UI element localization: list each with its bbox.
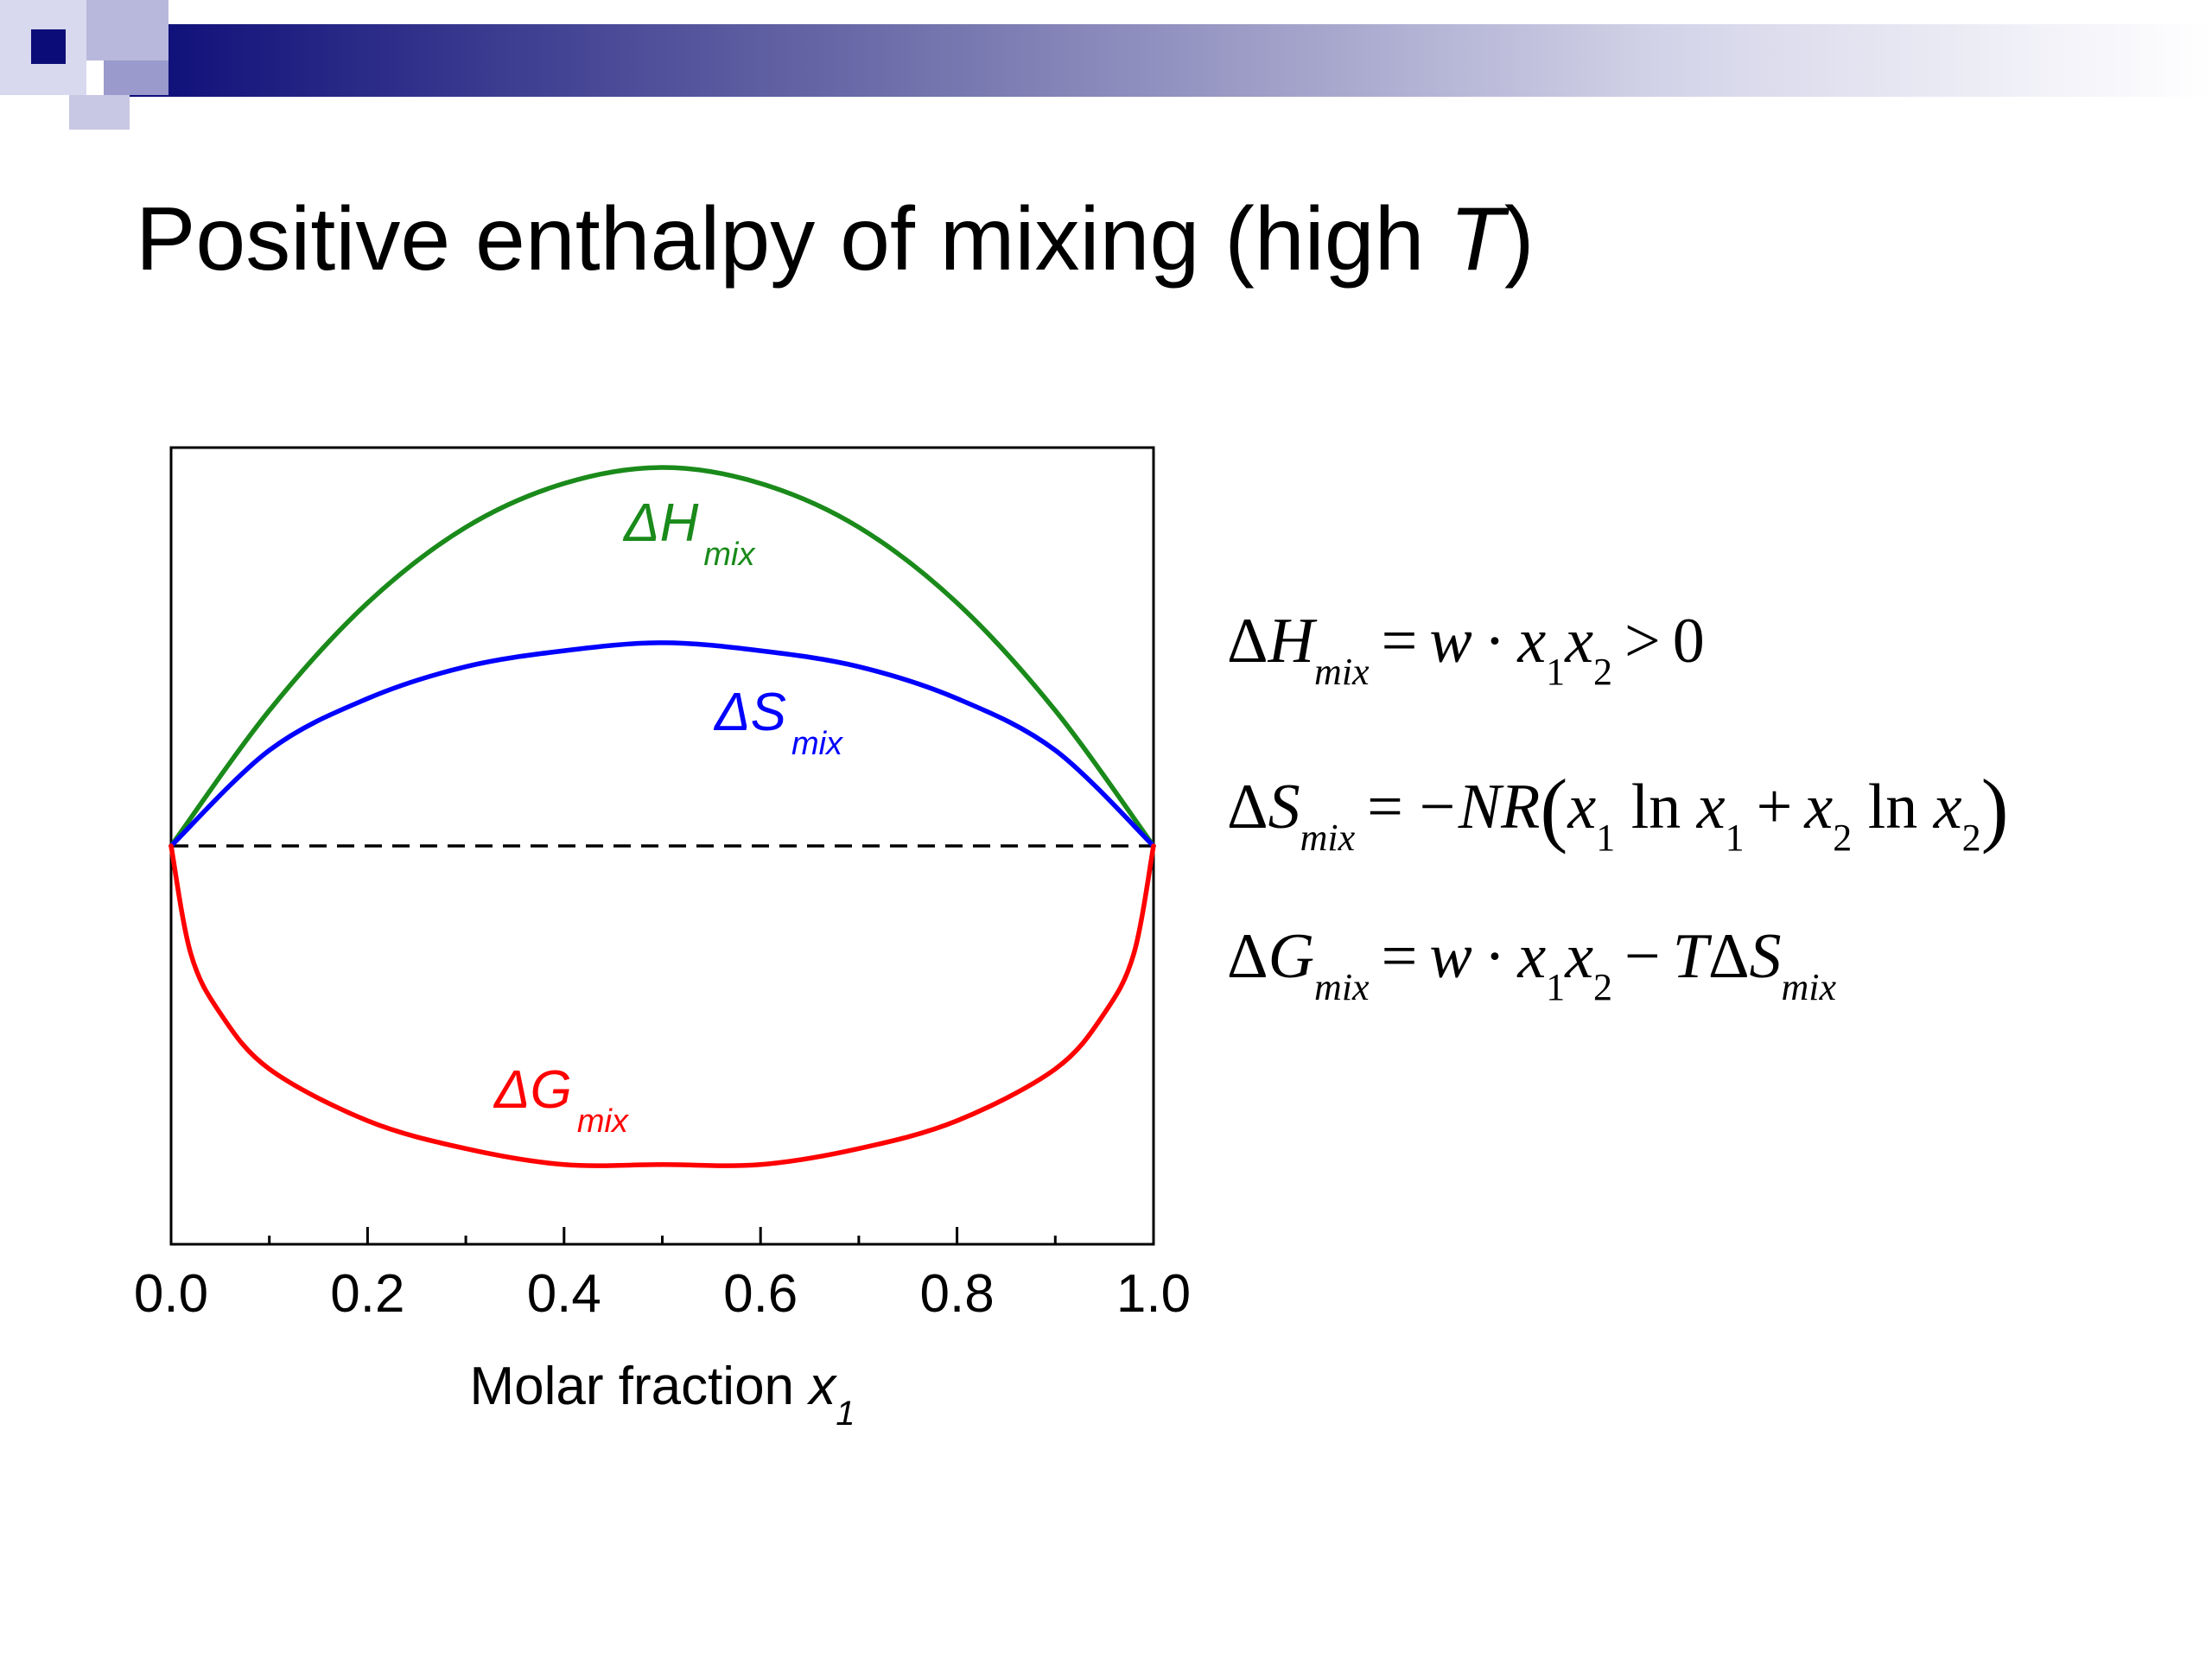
axes: 0.0 0.2 0.4 0.6 0.8 1.0 Molar fraction x1 — [134, 446, 1191, 1433]
labels: ΔHmix ΔSmix ΔGmix — [493, 493, 844, 1140]
label-gibbs: ΔGmix — [493, 1060, 630, 1140]
x-axis-label: Molar fraction x1 — [469, 1357, 855, 1433]
label-enthalpy: ΔHmix — [622, 493, 756, 573]
equation-entropy: ΔSmix = −NR(x1 ln x1 + x2 ln x2) — [1227, 762, 2009, 859]
label-entropy: ΔSmix — [713, 683, 844, 762]
x-tick-label: 0.8 — [919, 1264, 994, 1324]
x-tick-label: 0.2 — [330, 1264, 404, 1324]
header-square — [31, 29, 66, 64]
x-tick-label: 0.0 — [134, 1264, 208, 1324]
series-entropy-curve — [168, 640, 1156, 849]
header-square — [86, 0, 168, 60]
series-enthalpy-curve — [168, 465, 1156, 849]
series-gibbs-curve — [168, 843, 1156, 1168]
header-square — [69, 95, 130, 130]
header-square — [104, 60, 168, 95]
slide-title: Positive enthalpy of mixing (high T) — [136, 189, 1535, 289]
equation-gibbs: ΔGmix = w · x1x2− TΔSmix — [1227, 921, 1837, 1008]
header-band — [0, 0, 2212, 130]
series-layer — [168, 465, 1156, 1168]
equation-enthalpy: ΔHmix = w · x1x2 >0 — [1227, 606, 1705, 693]
header-gradient-bar — [130, 24, 2212, 97]
x-tick-label: 0.4 — [527, 1264, 601, 1324]
x-tick-label: 0.6 — [723, 1264, 798, 1324]
x-tick-label: 1.0 — [1116, 1264, 1191, 1324]
